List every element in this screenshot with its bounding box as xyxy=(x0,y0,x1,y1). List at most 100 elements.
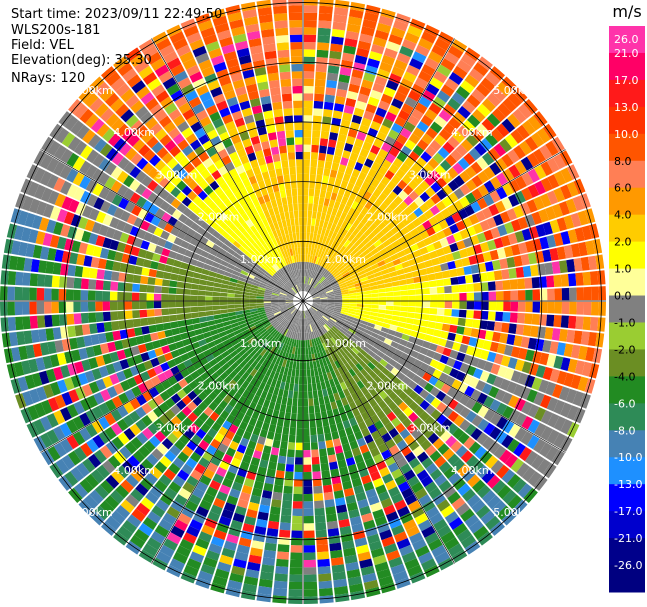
velocity-gate xyxy=(472,319,481,329)
velocity-gate xyxy=(291,339,295,347)
velocity-gate xyxy=(424,259,433,268)
velocity-gate xyxy=(436,286,445,294)
velocity-gate xyxy=(453,200,464,212)
velocity-gate xyxy=(425,462,438,475)
velocity-gate xyxy=(516,124,530,140)
velocity-gate xyxy=(303,581,318,590)
velocity-gate xyxy=(306,232,310,240)
velocity-gate xyxy=(496,416,508,430)
velocity-gate xyxy=(322,251,328,260)
velocity-gate xyxy=(391,417,402,428)
velocity-gate xyxy=(398,190,409,201)
velocity-gate xyxy=(363,290,372,295)
velocity-gate xyxy=(396,221,406,231)
velocity-gate xyxy=(386,296,394,301)
velocity-gate xyxy=(314,500,325,509)
velocity-gate xyxy=(303,42,316,50)
velocity-gate xyxy=(399,45,414,58)
velocity-gate xyxy=(364,174,374,185)
velocity-gate xyxy=(447,136,460,149)
velocity-gate xyxy=(388,211,398,221)
velocity-gate xyxy=(518,242,528,255)
velocity-gate xyxy=(382,118,394,129)
velocity-gate xyxy=(414,196,425,207)
velocity-gate xyxy=(349,349,357,358)
velocity-gate xyxy=(551,328,561,341)
velocity-gate xyxy=(319,294,328,298)
velocity-gate xyxy=(347,576,363,586)
velocity-gate xyxy=(334,301,343,303)
velocity-gate xyxy=(486,217,497,229)
velocity-gate xyxy=(459,196,470,208)
velocity-gate xyxy=(483,409,496,422)
velocity-gate xyxy=(374,515,388,527)
velocity-gate xyxy=(352,260,361,268)
velocity-gate xyxy=(398,201,409,211)
velocity-gate xyxy=(396,268,405,276)
colorbar-tick-label: 26.0 xyxy=(614,33,639,46)
velocity-gate xyxy=(290,552,303,560)
velocity-gate xyxy=(435,279,444,287)
colorbar-tick-label: 8.0 xyxy=(614,155,632,168)
velocity-gate xyxy=(482,340,492,351)
velocity-gate xyxy=(336,263,343,270)
velocity-gate xyxy=(385,350,394,358)
velocity-gate xyxy=(422,220,432,230)
velocity-gate xyxy=(507,357,518,370)
velocity-gate xyxy=(429,77,444,90)
velocity-gate xyxy=(427,432,440,445)
velocity-gate xyxy=(376,243,385,252)
velocity-gate xyxy=(312,122,322,131)
velocity-gate xyxy=(319,293,327,297)
velocity-gate xyxy=(326,221,333,230)
velocity-gate xyxy=(401,39,417,51)
velocity-gate xyxy=(472,273,481,283)
velocity-gate xyxy=(275,566,289,575)
colorbar-unit: m/s xyxy=(612,2,641,21)
velocity-gate xyxy=(330,337,337,345)
velocity-gate xyxy=(324,432,333,441)
velocity-gate xyxy=(331,208,338,217)
velocity-gate xyxy=(361,427,371,438)
velocity-gate xyxy=(521,361,532,374)
velocity-gate xyxy=(392,336,402,344)
velocity-gate xyxy=(322,260,329,268)
velocity-gate xyxy=(301,310,303,319)
velocity-gate xyxy=(327,319,335,326)
velocity-gate xyxy=(337,277,345,283)
velocity-gate xyxy=(552,203,563,218)
velocity-gate xyxy=(480,510,496,525)
velocity-gate xyxy=(333,241,341,250)
velocity-gate xyxy=(342,324,350,331)
velocity-gate xyxy=(387,248,397,257)
velocity-gate xyxy=(388,427,399,439)
velocity-gate xyxy=(373,394,383,404)
velocity-gate xyxy=(421,340,431,349)
velocity-gate xyxy=(284,382,290,391)
velocity-gate xyxy=(443,316,452,324)
velocity-gate xyxy=(391,66,405,78)
velocity-gate xyxy=(376,182,386,192)
velocity-gate xyxy=(412,463,425,475)
velocity-gate xyxy=(463,265,472,275)
velocity-gate xyxy=(495,430,508,444)
velocity-gate xyxy=(387,266,396,273)
velocity-gate xyxy=(544,262,554,275)
velocity-gate xyxy=(380,416,391,426)
velocity-gate xyxy=(309,324,313,332)
velocity-gate xyxy=(331,431,340,440)
velocity-gate xyxy=(304,310,307,319)
velocity-gate xyxy=(303,340,306,348)
velocity-gate xyxy=(434,425,447,438)
velocity-gate xyxy=(283,485,293,494)
velocity-gate xyxy=(442,245,452,255)
velocity-gate xyxy=(304,261,307,270)
velocity-gate xyxy=(367,440,377,451)
velocity-gate xyxy=(497,365,508,378)
velocity-gate xyxy=(402,376,412,386)
velocity-gate xyxy=(281,433,289,442)
velocity-gate xyxy=(363,365,372,374)
velocity-gate xyxy=(420,151,432,163)
velocity-gate xyxy=(531,313,540,325)
velocity-gate xyxy=(489,412,502,426)
